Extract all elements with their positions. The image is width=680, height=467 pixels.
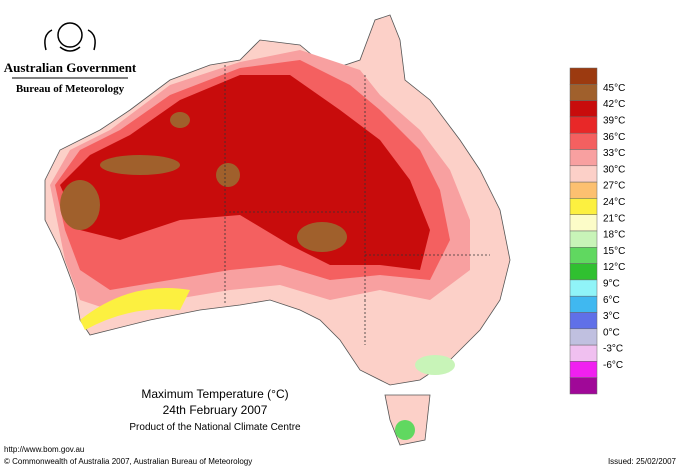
legend-label: 42°C <box>603 99 625 110</box>
legend-label: 6°C <box>603 295 620 306</box>
legend-label: 39°C <box>603 116 625 127</box>
legend-swatch <box>569 132 598 150</box>
legend-swatch <box>569 295 598 313</box>
legend-label: 12°C <box>603 262 625 273</box>
bureau-name: Bureau of Meteorology <box>16 83 125 95</box>
legend-label: 9°C <box>603 279 620 290</box>
legend-swatch <box>569 361 598 378</box>
legend-swatch <box>569 328 598 346</box>
legend-label: 24°C <box>603 197 625 208</box>
footer-url: http://www.bom.gov.au <box>4 445 84 454</box>
government-name: Australian Government <box>4 60 137 75</box>
footer-issued: Issued: 25/02/2007 <box>608 457 677 466</box>
footer-copyright: © Commonwealth of Australia 2007, Austra… <box>4 457 252 466</box>
crest <box>44 22 96 52</box>
legend-label: 27°C <box>603 181 625 192</box>
legend-label: 18°C <box>603 230 625 241</box>
legend-label: 33°C <box>603 148 625 159</box>
legend-label: -3°C <box>603 344 623 355</box>
legend: 45°C 42°C 39°C 36°C 33°C 30°C 27°C 24°C 21°C 18°C… <box>569 67 625 395</box>
legend-swatch <box>569 247 598 264</box>
legend-label: 30°C <box>603 164 625 175</box>
legend-swatch <box>569 344 598 362</box>
legend-swatch <box>569 312 598 330</box>
legend-swatch <box>569 84 598 101</box>
legend-swatch <box>569 263 598 281</box>
map-date: 24th February 2007 <box>163 403 268 417</box>
legend-label: 45°C <box>603 83 625 94</box>
legend-swatch <box>569 165 598 183</box>
legend-swatch <box>569 116 598 134</box>
legend-swatch <box>569 279 598 297</box>
legend-label: 36°C <box>603 132 625 143</box>
map-product: Product of the National Climate Centre <box>129 422 301 433</box>
legend-label: -6°C <box>603 360 623 371</box>
legend-label: 0°C <box>603 327 620 338</box>
legend-swatch <box>569 67 598 85</box>
legend-swatch <box>569 100 598 118</box>
legend-swatch <box>569 198 598 215</box>
legend-swatch <box>569 149 598 167</box>
legend-swatch <box>569 181 598 199</box>
legend-label: 15°C <box>603 246 625 257</box>
legend-label: 3°C <box>603 311 620 322</box>
legend-label: 21°C <box>603 213 625 224</box>
map-title: Maximum Temperature (°C) <box>141 387 288 401</box>
legend-swatch <box>569 230 598 248</box>
legend-swatch <box>569 377 598 395</box>
australia-map <box>44 14 511 446</box>
legend-swatch <box>569 214 598 232</box>
